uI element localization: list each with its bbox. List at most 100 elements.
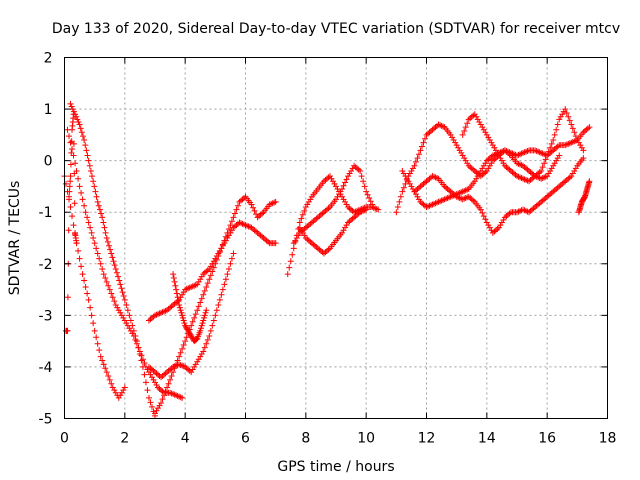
data-point <box>138 357 145 364</box>
x-tick-label: 10 <box>357 431 375 447</box>
data-point <box>198 295 205 302</box>
y-tick-label: -2 <box>39 257 53 273</box>
data-point <box>164 384 171 391</box>
data-point <box>554 121 561 128</box>
data-point <box>224 271 231 278</box>
data-point <box>461 127 468 134</box>
data-point <box>562 106 569 113</box>
data-point <box>130 327 137 334</box>
data-point <box>78 189 85 196</box>
data-point <box>248 201 255 208</box>
data-point <box>541 160 548 167</box>
data-point <box>71 170 78 177</box>
data-point <box>364 191 371 198</box>
data-point <box>141 371 148 378</box>
plot-frame <box>64 57 608 419</box>
data-point <box>97 260 104 267</box>
chart-title: Day 133 of 2020, Sidereal Day-to-day VTE… <box>52 21 620 37</box>
data-point <box>82 142 89 149</box>
data-point <box>110 258 117 265</box>
y-tick-label: 0 <box>44 154 53 170</box>
data-point <box>228 255 235 262</box>
data-point <box>136 351 143 358</box>
data-point <box>572 133 579 140</box>
data-point <box>79 133 86 140</box>
x-tick-label: 12 <box>418 431 436 447</box>
data-point <box>480 213 487 220</box>
data-point <box>343 176 350 183</box>
data-point <box>360 178 367 185</box>
data-point <box>357 167 364 174</box>
data-point <box>66 188 73 195</box>
x-tick-label: 2 <box>120 431 129 447</box>
data-point <box>76 121 83 128</box>
data-point <box>118 285 125 292</box>
data-point <box>145 394 152 401</box>
x-tick-label: 18 <box>599 431 617 447</box>
data-point <box>85 219 92 226</box>
data-point <box>289 251 296 258</box>
data-point <box>200 317 207 324</box>
data-point <box>215 302 222 309</box>
data-point <box>221 281 228 288</box>
data-point <box>73 240 80 247</box>
data-point <box>207 272 214 279</box>
data-point <box>234 202 241 209</box>
data-point <box>586 178 593 185</box>
data-point <box>417 147 424 154</box>
series-sat-h <box>284 173 382 278</box>
data-point <box>179 345 186 352</box>
data-point <box>91 240 98 247</box>
data-point <box>67 161 74 168</box>
data-point <box>432 174 439 181</box>
x-tick-label: 16 <box>538 431 556 447</box>
data-point <box>86 162 93 169</box>
data-point <box>464 120 471 127</box>
data-point <box>108 250 115 257</box>
data-point <box>418 143 425 150</box>
data-point <box>85 296 92 303</box>
data-point <box>180 317 187 324</box>
data-point <box>178 309 185 316</box>
data-point <box>116 277 123 284</box>
data-point <box>551 131 558 138</box>
data-point <box>227 260 234 267</box>
data-point <box>103 369 110 376</box>
data-point <box>91 327 98 334</box>
data-point <box>209 322 216 329</box>
data-point <box>420 139 427 146</box>
data-point <box>129 322 136 329</box>
data-point <box>358 173 365 180</box>
series-sat-p <box>63 111 80 334</box>
data-point <box>109 254 116 261</box>
data-point <box>73 113 80 120</box>
data-point <box>173 286 180 293</box>
data-point <box>176 302 183 309</box>
data-point <box>210 317 217 324</box>
data-point <box>124 307 131 314</box>
data-point <box>397 193 404 200</box>
data-point <box>162 388 169 395</box>
data-point <box>586 124 593 131</box>
data-point <box>195 303 202 310</box>
data-point <box>71 200 78 207</box>
data-point <box>67 204 74 211</box>
data-point <box>67 100 74 107</box>
data-point <box>82 283 89 290</box>
data-point <box>541 174 548 181</box>
data-point <box>548 140 555 147</box>
data-point <box>361 183 368 190</box>
data-point <box>176 353 183 360</box>
data-point <box>203 340 210 347</box>
data-point <box>200 291 207 298</box>
data-point <box>372 205 379 212</box>
data-point <box>209 268 216 275</box>
data-point <box>396 198 403 205</box>
data-point <box>183 334 190 341</box>
data-point <box>189 318 196 325</box>
data-point <box>167 376 174 383</box>
data-point <box>544 152 551 159</box>
data-point <box>119 289 126 296</box>
data-point <box>201 312 208 319</box>
data-point <box>96 206 103 213</box>
